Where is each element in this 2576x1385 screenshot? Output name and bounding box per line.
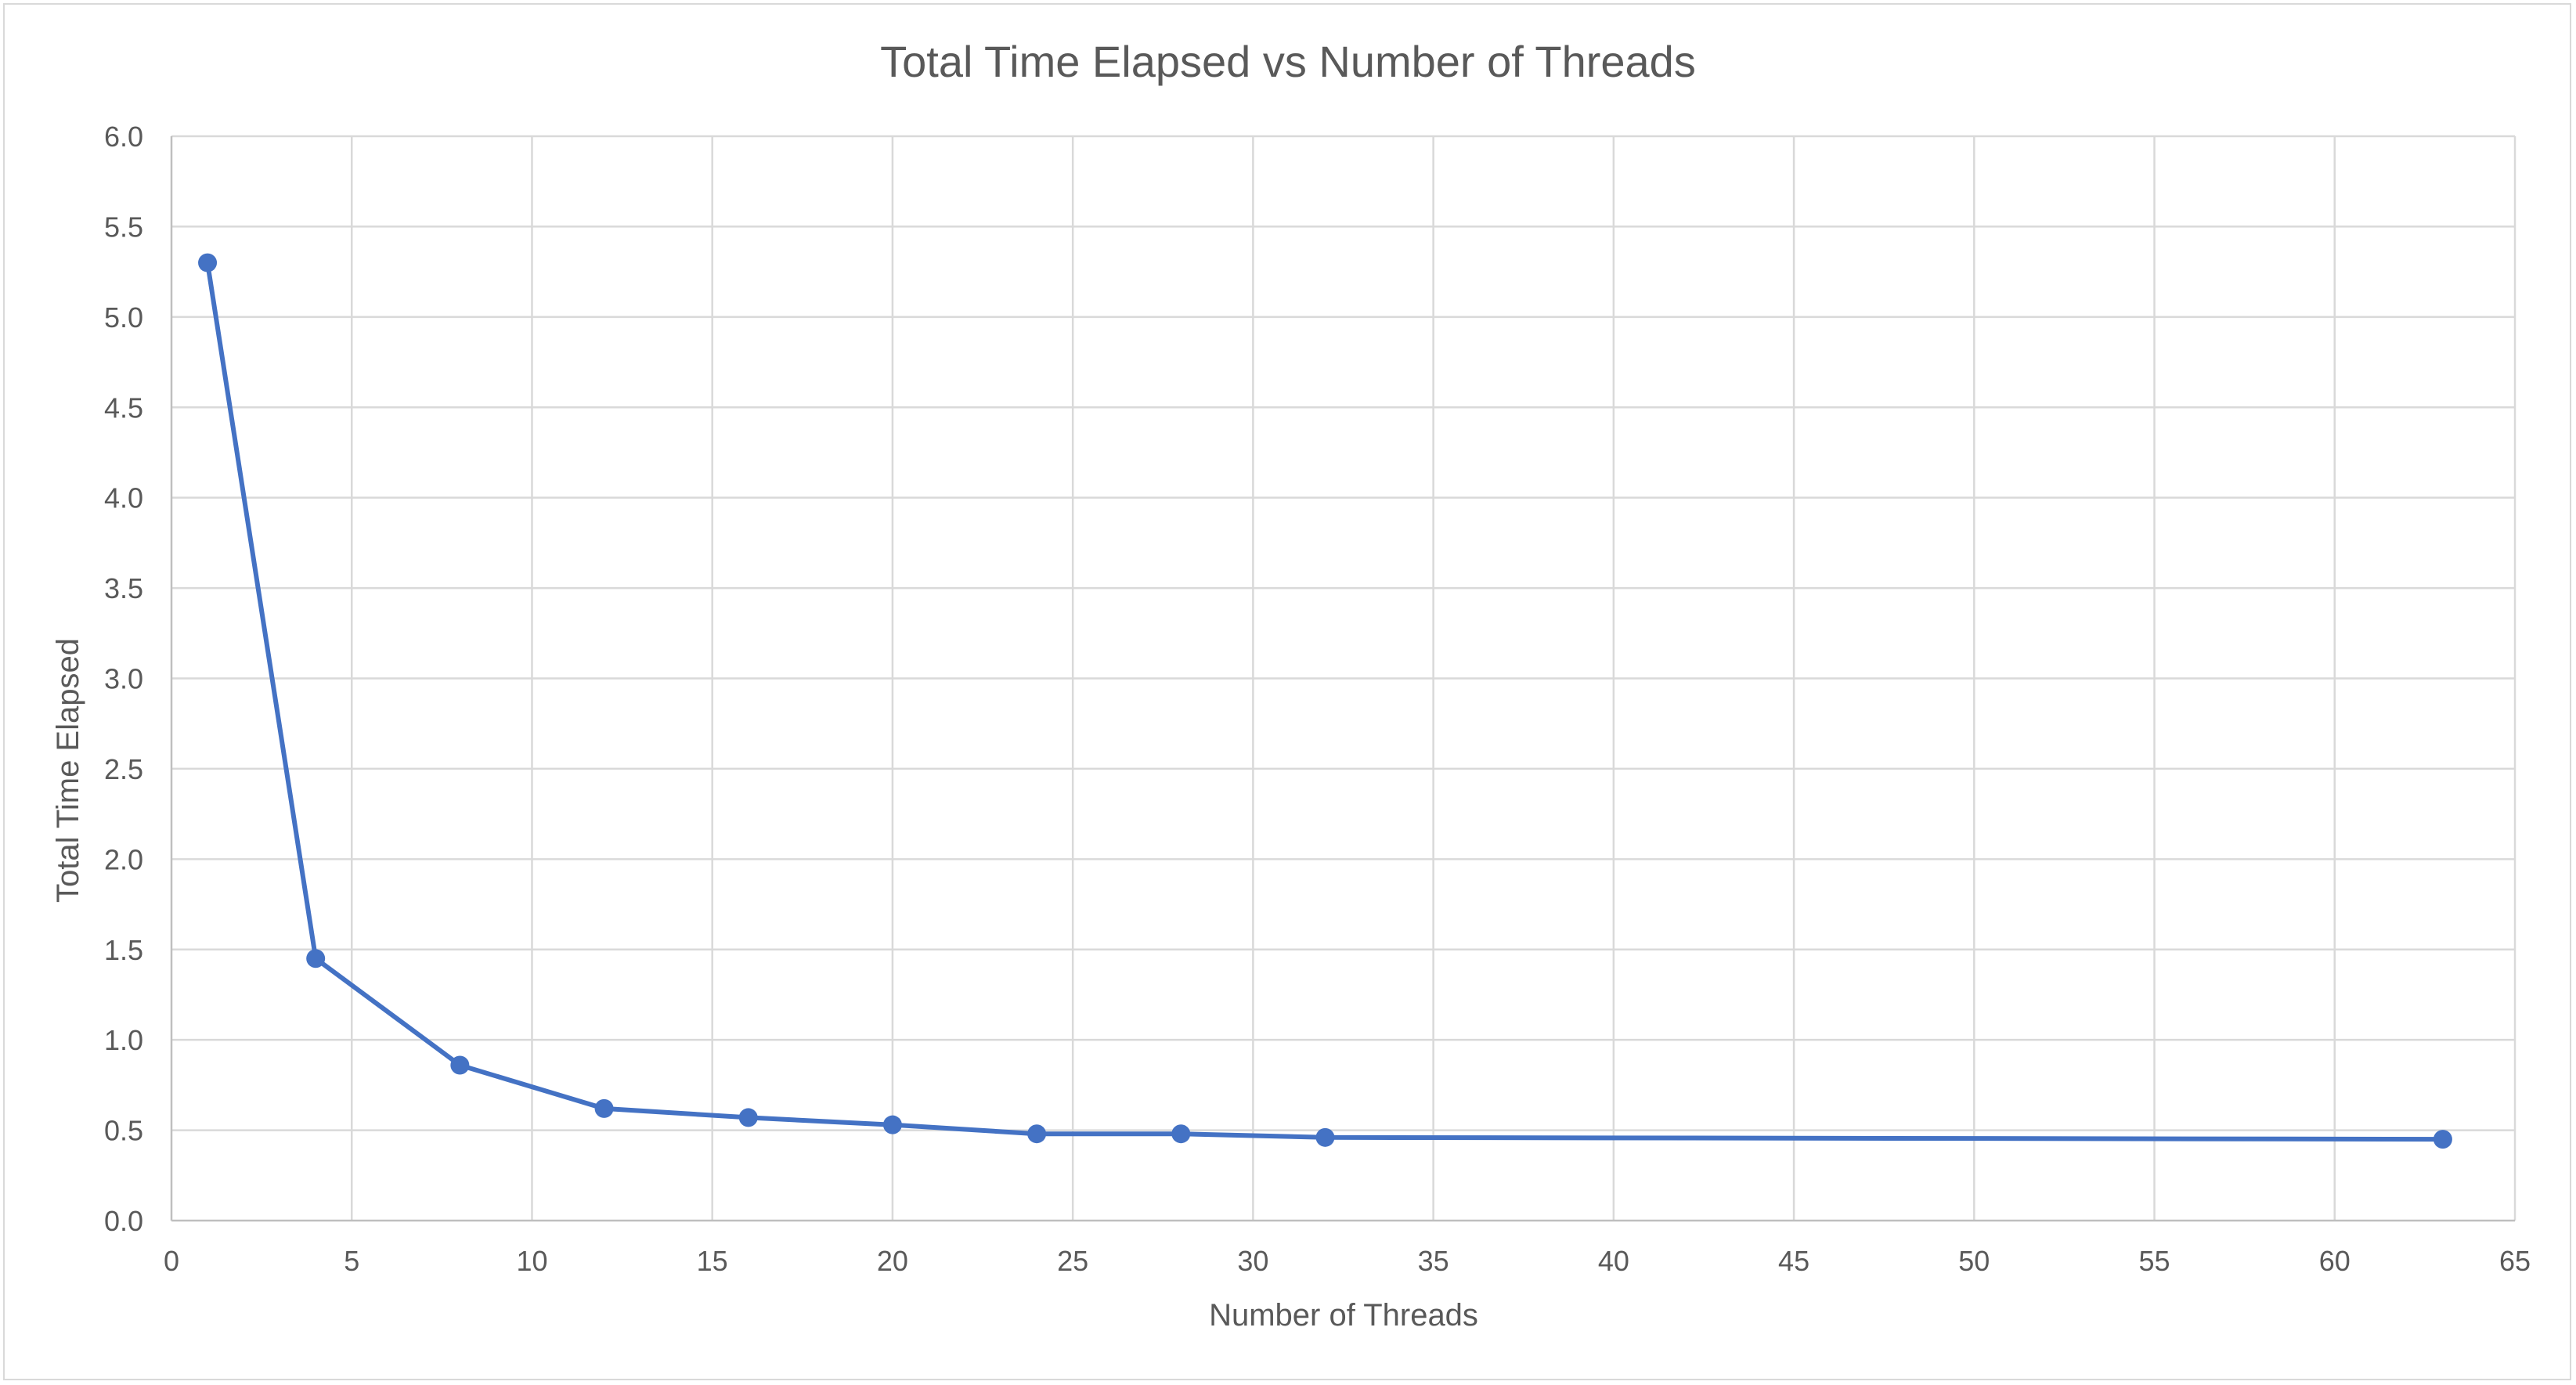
data-point: [2433, 1130, 2452, 1149]
axes: [170, 136, 2515, 1222]
x-tick-label: 15: [697, 1245, 728, 1277]
data-point: [738, 1108, 758, 1127]
y-tick-label: 3.0: [104, 663, 143, 695]
data-point: [1171, 1124, 1191, 1144]
data-point: [882, 1115, 902, 1134]
data-point: [198, 253, 218, 272]
x-tick-label: 65: [2499, 1245, 2531, 1277]
chart-title: Total Time Elapsed vs Number of Threads: [880, 37, 1696, 86]
x-tick-label: 20: [877, 1245, 908, 1277]
y-tick-label: 0.0: [104, 1205, 143, 1237]
chart-frame: [3, 3, 2571, 1380]
y-tick-label: 1.5: [104, 934, 143, 966]
y-tick-label: 3.5: [104, 572, 143, 604]
x-tick-label: 25: [1057, 1245, 1088, 1277]
y-tick-label: 2.5: [104, 753, 143, 785]
x-tick-label: 60: [2319, 1245, 2351, 1277]
y-tick-label: 0.5: [104, 1115, 143, 1147]
y-tick-label: 5.0: [104, 301, 143, 334]
x-tick-label: 5: [344, 1245, 359, 1277]
y-tick-label: 2.0: [104, 843, 143, 875]
data-points: [198, 253, 2452, 1149]
x-tick-label: 0: [164, 1245, 179, 1277]
y-tick-labels: 0.0 0.5 1.0 1.5 2.0 2.5 3.0 3.5 4.0 4.5 5.0 5.5 6.0: [104, 121, 143, 1237]
x-tick-label: 55: [2139, 1245, 2170, 1277]
data-point: [1027, 1124, 1047, 1144]
y-axis-title: Total Time Elapsed: [51, 638, 85, 903]
y-tick-label: 4.0: [104, 482, 143, 514]
x-tick-label: 50: [1958, 1245, 1990, 1277]
data-point: [1315, 1127, 1335, 1147]
y-tick-label: 6.0: [104, 121, 143, 153]
series: [205, 260, 2445, 1142]
y-tick-label: 5.5: [104, 211, 143, 243]
x-tick-label: 40: [1598, 1245, 1629, 1277]
data-point: [594, 1098, 614, 1118]
data-point: [450, 1055, 470, 1075]
x-tick-label: 10: [516, 1245, 547, 1277]
gridlines: [171, 135, 2516, 1221]
series-line: [205, 260, 2445, 1142]
x-tick-label: 45: [1778, 1245, 1809, 1277]
data-point: [306, 949, 326, 968]
x-tick-label: 30: [1237, 1245, 1268, 1277]
x-tick-label: 35: [1418, 1245, 1449, 1277]
x-axis-title: Number of Threads: [1209, 1298, 1478, 1333]
x-tick-labels: 0 5 10 15 20 25 30 35 40 45 50 55 60 65: [164, 1245, 2531, 1277]
y-tick-label: 1.0: [104, 1024, 143, 1056]
y-tick-label: 4.5: [104, 391, 143, 424]
